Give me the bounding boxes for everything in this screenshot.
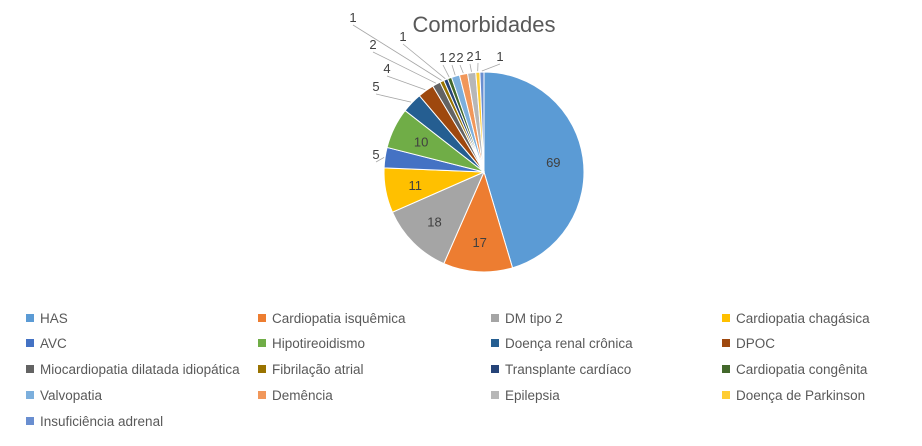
legend-item-cardiopatia-isquemica: Cardiopatia isquêmica (258, 311, 406, 326)
legend-swatch (26, 391, 34, 399)
legend-item-valvopatia: Valvopatia (26, 388, 103, 403)
legend-label: Fibrilação atrial (272, 362, 364, 377)
legend-label: Hipotireoidismo (272, 336, 365, 351)
legend-swatch (722, 314, 730, 322)
legend-swatch (26, 365, 34, 373)
legend-label: Transplante cardíaco (505, 362, 631, 377)
legend-item-cardiopatia-congenita: Cardiopatia congênita (722, 362, 868, 377)
legend-swatch (722, 339, 730, 347)
legend-swatch (491, 391, 499, 399)
data-label-cardiopatia-chagasica: 11 (408, 178, 422, 193)
legend-item-miocardiopatia-dilatada-idiopatica: Miocardiopatia dilatada idiopática (26, 362, 240, 377)
legend-item-dm-tipo-2: DM tipo 2 (491, 311, 563, 326)
legend-label: Doença renal crônica (505, 336, 633, 351)
legend-item-epilepsia: Epilepsia (491, 388, 560, 403)
data-label-doenca-de-parkinson: 1 (474, 48, 481, 63)
legend-label: DPOC (736, 336, 775, 351)
data-label-dm-tipo-2: 18 (427, 215, 441, 230)
legend-swatch (26, 339, 34, 347)
leader-line-doenca-renal-cronica (376, 94, 411, 102)
data-label-transplante-cardiaco: 1 (399, 29, 406, 44)
data-label-insuficiencia-adrenal: 1 (496, 49, 503, 64)
legend-label: Demência (272, 388, 333, 403)
legend-item-transplante-cardiaco: Transplante cardíaco (491, 362, 631, 377)
legend-label: Cardiopatia isquêmica (272, 311, 406, 326)
data-label-has: 69 (546, 155, 560, 170)
legend-swatch (258, 339, 266, 347)
leader-line-insuficiencia-adrenal (482, 64, 500, 71)
leader-line-epilepsia (470, 64, 472, 72)
leader-line-valvopatia (452, 65, 455, 75)
legend-swatch (258, 391, 266, 399)
data-label-valvopatia: 2 (448, 50, 455, 65)
leader-line-dpoc (387, 76, 425, 90)
legend-label: Epilepsia (505, 388, 560, 403)
legend-label: Valvopatia (40, 388, 103, 403)
data-label-doenca-renal-cronica: 5 (372, 79, 379, 94)
legend-item-avc: AVC (26, 336, 67, 351)
legend-item-has: HAS (26, 311, 68, 326)
legend-item-cardiopatia-chagasica: Cardiopatia chagásica (722, 311, 870, 326)
leader-line-cardiopatia-congenita (443, 65, 449, 77)
legend-item-insuficiencia-adrenal: Insuficiência adrenal (26, 414, 163, 429)
data-label-epilepsia: 2 (466, 49, 473, 64)
data-label-demencia: 2 (456, 50, 463, 65)
legend-swatch (491, 365, 499, 373)
data-label-cardiopatia-congenita: 1 (439, 50, 446, 65)
legend: HAS Cardiopatia isquêmica DM tipo 2 Cardiop… (26, 311, 870, 429)
legend-swatch (258, 314, 266, 322)
data-label-cardiopatia-isquemica: 17 (472, 235, 486, 250)
legend-label: Insuficiência adrenal (40, 414, 163, 429)
chart-title: Comorbidades (412, 12, 555, 37)
data-label-hipotireoidismo: 10 (414, 134, 428, 149)
legend-label: AVC (40, 336, 67, 351)
legend-swatch (491, 314, 499, 322)
legend-swatch (26, 417, 34, 425)
legend-item-doenca-renal-cronica: Doença renal crônica (491, 336, 633, 351)
legend-label: Doença de Parkinson (736, 388, 865, 403)
legend-swatch (722, 391, 730, 399)
legend-label: HAS (40, 311, 68, 326)
legend-swatch (491, 339, 499, 347)
leader-line-demencia (460, 65, 463, 73)
data-label-dpoc: 4 (383, 61, 390, 76)
legend-item-doenca-de-parkinson: Doença de Parkinson (722, 388, 865, 403)
data-label-avc: 5 (372, 147, 379, 162)
legend-item-fibrilacao-atrial: Fibrilação atrial (258, 362, 364, 377)
legend-item-hipotireoidismo: Hipotireoidismo (258, 336, 365, 351)
legend-label: Cardiopatia congênita (736, 362, 868, 377)
data-label-fibrilacao-atrial: 1 (349, 10, 356, 25)
legend-label: DM tipo 2 (505, 311, 563, 326)
legend-swatch (722, 365, 730, 373)
legend-item-dpoc: DPOC (722, 336, 775, 351)
data-label-miocardiopatia-dilatada-idiopatica: 2 (369, 37, 376, 52)
legend-swatch (258, 365, 266, 373)
legend-label: Miocardiopatia dilatada idiopática (40, 362, 240, 377)
legend-swatch (26, 314, 34, 322)
legend-item-demencia: Demência (258, 388, 333, 403)
legend-label: Cardiopatia chagásica (736, 311, 870, 326)
